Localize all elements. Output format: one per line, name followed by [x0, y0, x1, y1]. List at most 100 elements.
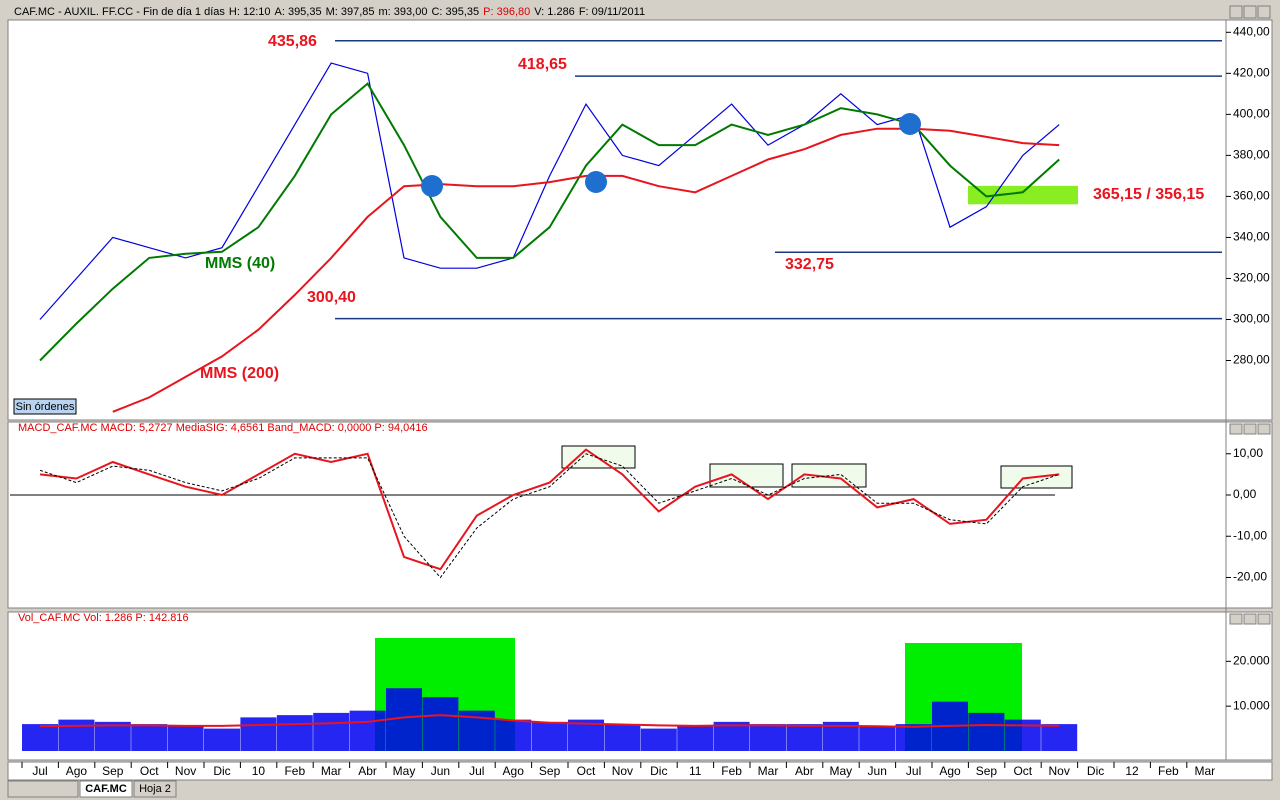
- x-tick-label: Nov: [175, 764, 196, 778]
- x-tick-label: Jul: [469, 764, 484, 778]
- price-panel: [7, 19, 1273, 421]
- cross-marker: [421, 175, 443, 197]
- volume-bar: [604, 724, 641, 751]
- x-tick-label: Feb: [284, 764, 305, 778]
- button[interactable]: [1257, 423, 1271, 435]
- plot: [10, 448, 1060, 579]
- panel-title: Vol_CAF.MC Vol: 1.286 P: 142.816: [18, 612, 189, 624]
- button[interactable]: [1243, 613, 1257, 625]
- band-label: 365,15 / 356,15: [1093, 186, 1204, 203]
- tab-label: Hoja 2: [139, 783, 171, 795]
- volume-bar: [204, 728, 240, 751]
- y-tick-label: 440,00: [1233, 24, 1270, 38]
- x-tick-label: Mar: [321, 764, 342, 778]
- annotation: MMS (40): [205, 255, 275, 272]
- x-tick-label: Feb: [721, 764, 742, 778]
- x-tick-label: Dic: [213, 764, 230, 778]
- volume-bar: [58, 719, 95, 751]
- volume-bar: [276, 715, 313, 751]
- x-tick-label: Oct: [577, 764, 596, 778]
- y-tick-label: 420,00: [1233, 66, 1270, 80]
- header-item: V: 1.286: [534, 6, 575, 18]
- header-item: C: 395,35: [431, 6, 479, 18]
- x-tick-label: Ago: [66, 764, 88, 778]
- x-tick-label: Dic: [1087, 764, 1104, 778]
- x-tick-label: Jul: [32, 764, 47, 778]
- header-item: P: 396,80: [483, 6, 530, 18]
- window-buttons: [1229, 5, 1271, 625]
- series-line: [39, 453, 1060, 579]
- volume-bar: [422, 697, 459, 751]
- x-axis-strip: [7, 761, 1273, 781]
- x-tick-label: Oct: [1013, 764, 1032, 778]
- header-item: F: 09/11/2011: [579, 6, 645, 18]
- level-label: 300,40: [307, 289, 356, 306]
- x-tick-label: Abr: [358, 764, 377, 778]
- button[interactable]: [1229, 423, 1243, 435]
- x-tick-label: Dic: [650, 764, 667, 778]
- volume-bar: [22, 724, 58, 751]
- button[interactable]: [1243, 423, 1257, 435]
- series-line: [39, 62, 1060, 320]
- x-tick-label: Jun: [868, 764, 887, 778]
- level-label: 435,86: [268, 33, 317, 50]
- y-tick-label: 20.000: [1233, 653, 1270, 667]
- x-tick-label: May: [393, 764, 416, 778]
- volume-bar: [495, 719, 532, 751]
- header-item: m: 393,00: [379, 6, 428, 18]
- plot: [22, 688, 1078, 751]
- y-tick-label: 300,00: [1233, 312, 1270, 326]
- series-line: [39, 82, 1060, 362]
- x-tick-label: Mar: [758, 764, 779, 778]
- nav-buttons[interactable]: [7, 780, 79, 798]
- volume-bar: [94, 721, 131, 751]
- volume-bar: [131, 724, 168, 751]
- volume-bar: [313, 712, 350, 751]
- tab-label: CAF.MC: [85, 783, 127, 795]
- level-label: 418,65: [518, 56, 567, 73]
- header-item: H: 12:10: [229, 6, 271, 18]
- y-tick-label: 10,00: [1233, 446, 1263, 460]
- x-tick-label: Jun: [431, 764, 450, 778]
- button[interactable]: [1257, 613, 1271, 625]
- volume-bar: [349, 710, 386, 751]
- y-tick-label: 320,00: [1233, 271, 1270, 285]
- plot: [39, 40, 1222, 413]
- button[interactable]: [1229, 5, 1243, 19]
- x-tick-label: Sep: [976, 764, 998, 778]
- header-item: M: 397,85: [326, 6, 375, 18]
- volume-bar: [640, 728, 677, 751]
- panel-title: MACD_CAF.MC MACD: 5,2727 MediaSIG: 4,656…: [18, 422, 428, 434]
- volume-bar: [531, 721, 568, 751]
- x-tick-label: Ago: [939, 764, 961, 778]
- y-tick-label: 380,00: [1233, 148, 1270, 162]
- x-tick-label: Mar: [1194, 764, 1215, 778]
- x-tick-label: Sep: [539, 764, 561, 778]
- volume-bar: [167, 726, 204, 751]
- cross-marker: [899, 113, 921, 135]
- header: CAF.MC - AUXIL. FF.CC - Fin de día 1 día…: [14, 6, 645, 18]
- x-tick-label: 12: [1125, 764, 1139, 778]
- y-tick-label: 400,00: [1233, 107, 1270, 121]
- button[interactable]: [1257, 5, 1271, 19]
- y-tick-label: -20,00: [1233, 570, 1267, 584]
- button[interactable]: [1229, 613, 1243, 625]
- x-tick-label: Abr: [795, 764, 814, 778]
- y-tick-label: 0,00: [1233, 487, 1257, 501]
- x-tick-label: Ago: [503, 764, 525, 778]
- y-tick-label: 10.000: [1233, 698, 1270, 712]
- highlight-box: [709, 463, 784, 488]
- volume-bar: [750, 724, 786, 751]
- level-label: 332,75: [785, 256, 834, 273]
- volume-bar: [859, 726, 896, 751]
- header-item: A: 395,35: [275, 6, 322, 18]
- tab[interactable]: [79, 780, 133, 798]
- y-tick-label: -10,00: [1233, 528, 1267, 542]
- volume-bar: [1041, 724, 1078, 751]
- volume-bar: [786, 724, 823, 751]
- button[interactable]: [1243, 5, 1257, 19]
- tab[interactable]: [133, 780, 177, 798]
- series-line: [39, 448, 1060, 571]
- x-tick-label: Oct: [140, 764, 159, 778]
